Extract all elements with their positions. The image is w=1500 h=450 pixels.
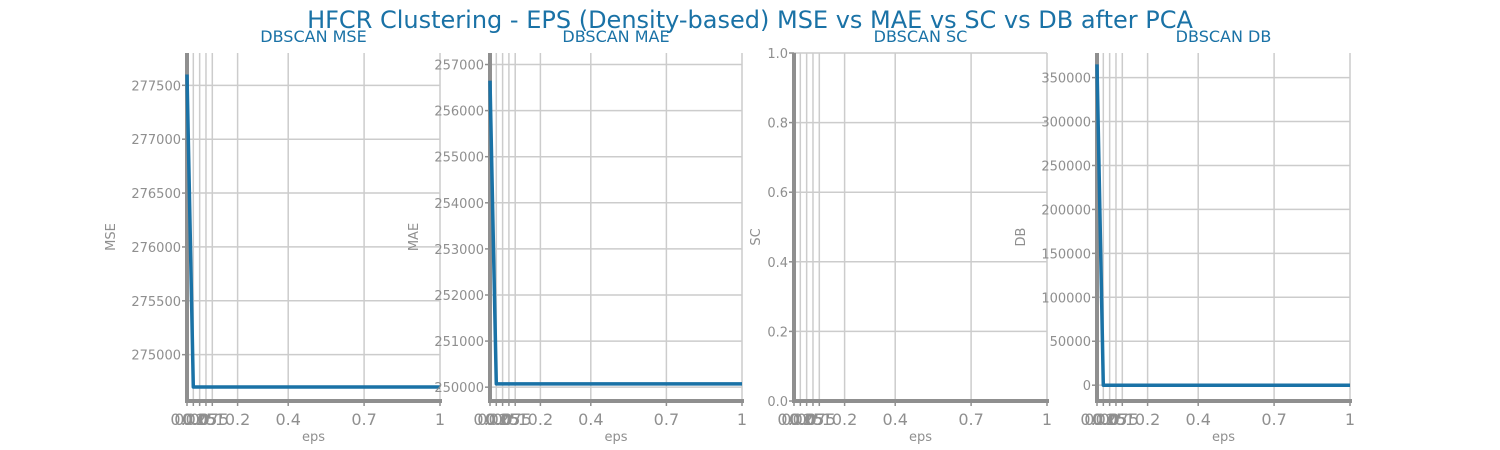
panel-title-mse: DBSCAN MSE [260, 27, 366, 46]
x-tick-label: 1 [737, 410, 747, 429]
y-tick-label: 276000 [131, 241, 181, 256]
y-tick-label: 251000 [434, 335, 484, 350]
x-axis-label: eps [604, 430, 627, 445]
y-axis-label: DB [1014, 228, 1029, 247]
series-line-mse [185, 74, 440, 389]
panel-title-db: DBSCAN DB [1176, 27, 1272, 46]
y-tick-label: 250000 [1041, 159, 1091, 174]
x-tick-label: 0.4 [275, 410, 300, 429]
series-line-db [1095, 64, 1350, 387]
x-tick-label: 0.1 [502, 410, 527, 429]
y-tick-label: 253000 [434, 243, 484, 258]
x-tick-label: 0.05 [182, 410, 218, 429]
x-tick-label: 0.7 [351, 410, 376, 429]
x-tick-label: 0.025 [777, 410, 823, 429]
x-tick-label: 1 [1042, 410, 1052, 429]
y-tick-label: 256000 [434, 105, 484, 120]
x-tick-label: 1 [1345, 410, 1355, 429]
y-tick-label: 0.2 [767, 325, 788, 340]
y-tick-label: 0.6 [767, 186, 788, 201]
x-tick-label: 0.4 [1185, 410, 1210, 429]
y-tick-label: 0 [1083, 379, 1091, 394]
x-tick-label: 0.7 [958, 410, 983, 429]
x-tick-label: 0.7 [654, 410, 679, 429]
y-tick-label: 250000 [434, 381, 484, 396]
y-tick-label: 350000 [1041, 72, 1091, 87]
x-tick-label: 0.0 [1084, 410, 1109, 429]
y-tick-label: 0.8 [767, 117, 788, 132]
x-tick-label: 0.075 [183, 410, 229, 429]
x-axis-label: eps [909, 430, 932, 445]
panel-title-mae: DBSCAN MAE [562, 27, 669, 46]
x-tick-label: 0.0 [174, 410, 199, 429]
x-tick-label: 0.1 [1110, 410, 1135, 429]
x-tick-label: 0.4 [578, 410, 603, 429]
y-axis-label: MSE [104, 223, 119, 251]
y-axis-label: SC [749, 228, 764, 245]
y-tick-label: 276500 [131, 187, 181, 202]
panel-title-sc: DBSCAN SC [874, 27, 968, 46]
y-tick-label: 1.0 [767, 47, 788, 62]
x-tick-label: 0.025 [1080, 410, 1126, 429]
y-tick-label: 300000 [1041, 116, 1091, 131]
y-tick-label: 100000 [1041, 291, 1091, 306]
x-tick-label: 0.075 [1093, 410, 1139, 429]
panel-mae: 250000 251000 252000 253000 254000 255000 2560… [407, 27, 747, 445]
y-tick-label: 0.0 [767, 395, 788, 410]
series-line-mae [488, 80, 742, 386]
x-tick-label: 0.025 [473, 410, 519, 429]
x-tick-label: 0.05 [485, 410, 521, 429]
x-tick-label: 0.2 [528, 410, 553, 429]
y-tick-label: 277000 [131, 133, 181, 148]
x-tick-label: 0.4 [882, 410, 907, 429]
figure-title: HFCR Clustering - EPS (Density-based) MS… [307, 6, 1193, 34]
x-tick-label: 0.05 [789, 410, 825, 429]
y-tick-label: 0.4 [767, 256, 788, 271]
y-tick-label: 255000 [434, 151, 484, 166]
x-tick-label: 0.1 [200, 410, 225, 429]
x-axis-label: eps [1212, 430, 1235, 445]
y-tick-label: 277500 [131, 79, 181, 94]
y-tick-label: 254000 [434, 197, 484, 212]
y-tick-label: 275000 [131, 349, 181, 364]
x-tick-label: 0.1 [807, 410, 832, 429]
x-tick-label: 1 [435, 410, 445, 429]
x-tick-label: 0.075 [486, 410, 532, 429]
panel-db: 0 50000 100000 150000 200000 250000 300000 3500… [1014, 27, 1355, 445]
x-tick-label: 0.075 [790, 410, 836, 429]
x-axis-label: eps [302, 430, 325, 445]
y-tick-label: 252000 [434, 289, 484, 304]
x-tick-label: 0.2 [832, 410, 857, 429]
y-tick-label: 150000 [1041, 247, 1091, 262]
panel-mse: 2750002755002760002765002770002775000.00… [104, 27, 445, 445]
y-tick-label: 257000 [434, 59, 484, 74]
y-tick-label: 275500 [131, 295, 181, 310]
x-tick-label: 0.0 [477, 410, 502, 429]
x-tick-label: 0.2 [225, 410, 250, 429]
x-tick-label: 0.0 [781, 410, 806, 429]
x-tick-label: 0.05 [1092, 410, 1128, 429]
x-tick-label: 0.2 [1135, 410, 1160, 429]
x-tick-label: 0.025 [170, 410, 216, 429]
y-tick-label: 200000 [1041, 203, 1091, 218]
x-tick-label: 0.7 [1261, 410, 1286, 429]
y-tick-label: 50000 [1050, 335, 1091, 350]
y-axis-label: MAE [407, 223, 422, 251]
